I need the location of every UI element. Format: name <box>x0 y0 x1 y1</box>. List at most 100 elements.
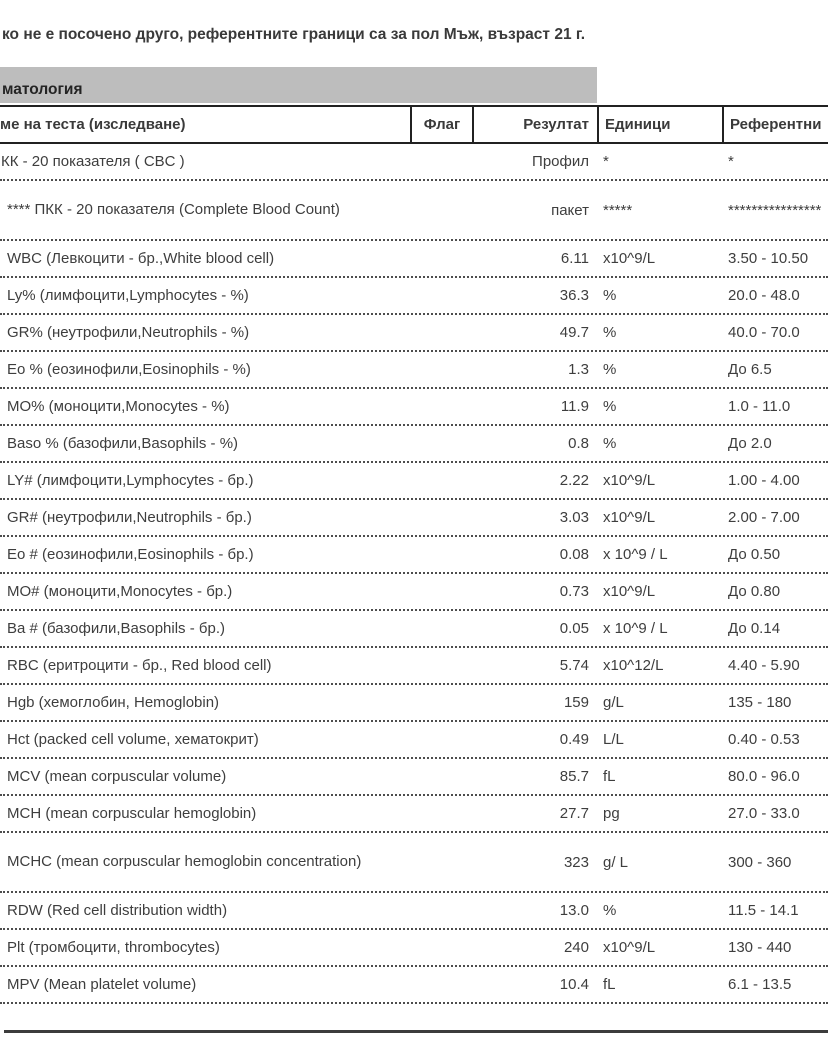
test-name: Ly% (лимфоцити,Lymphocytes - %) <box>7 286 249 304</box>
test-name: MCHC (mean corpuscular hemoglobin concen… <box>7 853 362 871</box>
section-header-bar: матология <box>0 67 597 103</box>
reference-range: 1.0 - 11.0 <box>728 398 791 415</box>
test-name: MCH (mean corpuscular hemoglobin) <box>7 804 257 822</box>
column-header-flag: Флаг <box>410 107 472 142</box>
reference-range: 0.40 - 0.53 <box>728 731 800 748</box>
test-name: Hct (packed cell volume, хематокрит) <box>7 730 259 748</box>
reference-range: 135 - 180 <box>728 694 792 711</box>
test-name: MO# (моноцити,Monocytes - бр.) <box>7 582 233 600</box>
result-value: 49.7 <box>559 324 589 341</box>
table-row: MCHC (mean corpuscular hemoglobin concen… <box>0 833 828 893</box>
reference-range: 130 - 440 <box>728 939 792 956</box>
reference-range: До 2.0 <box>728 435 772 452</box>
table-row: MCH (mean corpuscular hemoglobin) 27.7 p… <box>0 796 828 833</box>
result-value: 85.7 <box>559 768 589 785</box>
reference-range: До 0.80 <box>728 583 781 600</box>
table-row: GR% (неутрофили,Neutrophils - %) 49.7 % … <box>0 315 828 352</box>
reference-range: До 0.50 <box>728 546 781 563</box>
reference-range: До 0.14 <box>728 620 781 637</box>
reference-range: 20.0 - 48.0 <box>728 287 800 304</box>
units-value: ***** <box>603 201 633 219</box>
test-name: Hgb (хемоглобин, Hemoglobin) <box>7 693 220 711</box>
test-name: MPV (Mean platelet volume) <box>7 975 197 993</box>
reference-range: 80.0 - 96.0 <box>728 768 800 785</box>
reference-range: 4.40 - 5.90 <box>728 657 800 674</box>
result-value: 13.0 <box>559 902 589 919</box>
result-value: 2.22 <box>559 472 589 489</box>
units-value: % <box>603 324 617 341</box>
result-value: 1.3 <box>568 361 589 378</box>
units-value: x10^9/L <box>603 939 656 956</box>
test-name: Plt (тромбоцити, thrombocytes) <box>7 938 220 956</box>
result-value: 5.74 <box>559 657 589 674</box>
units-value: x10^9/L <box>603 250 656 267</box>
units-value: * <box>603 153 609 170</box>
column-header-test-name: ме на теста (изследване) <box>0 116 186 133</box>
column-header-units: Единици <box>597 107 722 142</box>
test-name: Eo % (еозинофили,Eosinophils - %) <box>7 360 251 378</box>
reference-range: 1.00 - 4.00 <box>728 472 800 489</box>
reference-range: 3.50 - 10.50 <box>728 250 809 267</box>
test-name: WBC (Левкоцити - бр.,White blood cell) <box>7 249 275 267</box>
result-value: 0.8 <box>568 435 589 452</box>
test-name: GR# (неутрофили,Neutrophils - бр.) <box>7 508 252 526</box>
result-value: 323 <box>563 853 589 871</box>
units-value: g/ L <box>603 853 629 871</box>
table-row: **** ПКК - 20 показателя (Complete Blood… <box>0 181 828 241</box>
units-value: % <box>603 361 617 378</box>
result-value: 11.9 <box>560 398 589 415</box>
reference-range: **************** <box>728 201 822 219</box>
table-row: RBC (еритроцити - бр., Red blood cell) 5… <box>0 648 828 685</box>
units-value: x10^9/L <box>603 509 656 526</box>
units-value: x10^9/L <box>603 472 656 489</box>
test-name: MO% (моноцити,Monocytes - %) <box>7 397 230 415</box>
section-title: матология <box>2 81 83 98</box>
reference-range: * <box>728 153 734 170</box>
test-name: КК - 20 показателя ( CBC ) <box>1 152 185 170</box>
result-value: 6.11 <box>560 250 589 267</box>
result-value: пакет <box>551 201 589 219</box>
table-row: MCV (mean corpuscular volume) 85.7 fL 80… <box>0 759 828 796</box>
table-row: Hct (packed cell volume, хематокрит) 0.4… <box>0 722 828 759</box>
units-value: % <box>603 902 617 919</box>
units-value: x 10^9 / L <box>603 620 668 637</box>
table-row: MPV (Mean platelet volume) 10.4 fL 6.1 -… <box>0 967 828 1004</box>
table-row: Eo % (еозинофили,Eosinophils - %) 1.3 % … <box>0 352 828 389</box>
reference-range: 300 - 360 <box>728 853 792 871</box>
results-table: ме на теста (изследване) Флаг Резултат Е… <box>0 105 828 1004</box>
units-value: L/L <box>603 731 624 748</box>
units-value: fL <box>603 976 616 993</box>
units-value: x10^12/L <box>603 657 664 674</box>
result-value: 159 <box>563 694 589 711</box>
result-value: 0.05 <box>559 620 589 637</box>
table-row: Eo # (еозинофили,Eosinophils - бр.) 0.08… <box>0 537 828 574</box>
result-value: 36.3 <box>559 287 589 304</box>
units-value: fL <box>603 768 616 785</box>
test-name: Baso % (базофили,Basophils - %) <box>7 434 239 452</box>
table-row: Hgb (хемоглобин, Hemoglobin) 159 g/L 135… <box>0 685 828 722</box>
section-end-divider <box>4 1030 828 1033</box>
result-value: 0.73 <box>559 583 589 600</box>
test-name: RBC (еритроцити - бр., Red blood cell) <box>7 656 272 674</box>
result-value: Профил <box>532 153 589 170</box>
units-value: % <box>603 398 617 415</box>
reference-range: 6.1 - 13.5 <box>728 976 792 993</box>
test-name: LY# (лимфоцити,Lymphocytes - бр.) <box>7 471 254 489</box>
table-row: КК - 20 показателя ( CBC ) Профил * * <box>0 144 828 181</box>
result-value: 0.49 <box>559 731 589 748</box>
result-value: 0.08 <box>559 546 589 563</box>
table-row: WBC (Левкоцити - бр.,White blood cell) 6… <box>0 241 828 278</box>
table-row: Plt (тромбоцити, thrombocytes) 240 x10^9… <box>0 930 828 967</box>
table-row: MO# (моноцити,Monocytes - бр.) 0.73 x10^… <box>0 574 828 611</box>
reference-range: До 6.5 <box>728 361 772 378</box>
test-name: Eo # (еозинофили,Eosinophils - бр.) <box>7 545 254 563</box>
test-name: RDW (Red cell distribution width) <box>7 901 228 919</box>
table-row: Baso % (базофили,Basophils - %) 0.8 % До… <box>0 426 828 463</box>
result-value: 27.7 <box>559 805 589 822</box>
column-header-reference: Референтни <box>722 107 828 142</box>
column-header-result: Резултат <box>472 107 597 142</box>
test-name: MCV (mean corpuscular volume) <box>7 767 227 785</box>
test-name: GR% (неутрофили,Neutrophils - %) <box>7 323 250 341</box>
units-value: % <box>603 287 617 304</box>
